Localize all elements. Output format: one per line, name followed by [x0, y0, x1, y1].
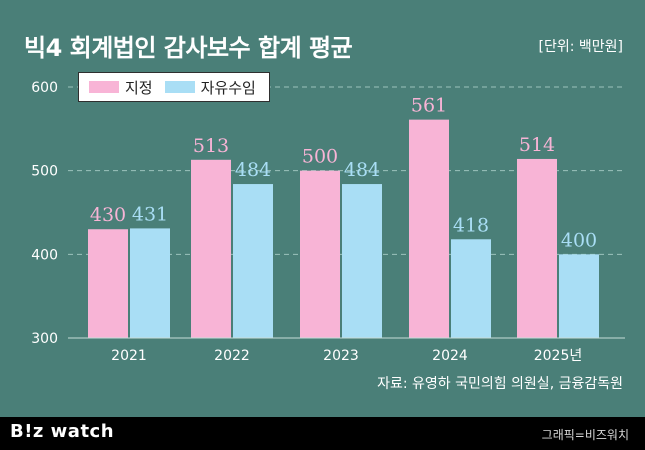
- value-label-designated: 514: [519, 134, 555, 156]
- source-note: 자료: 유영하 국민의힘 의원실, 금융감독원: [377, 376, 623, 392]
- bar-designated: [88, 229, 128, 338]
- bar-free: [130, 228, 170, 338]
- value-label-designated: 513: [193, 135, 229, 157]
- y-tick-label: 400: [31, 247, 58, 263]
- value-label-free: 431: [132, 203, 168, 225]
- value-label-free: 418: [453, 214, 489, 236]
- x-tick-label: 2025년: [534, 348, 583, 364]
- bar-designated: [191, 159, 231, 338]
- legend-label-free: 자유수임: [200, 78, 256, 97]
- legend-swatch-designated: [89, 81, 119, 93]
- legend-label-designated: 지정: [125, 78, 153, 97]
- brand-logo: B!z watch: [10, 421, 115, 442]
- value-label-designated: 500: [302, 146, 338, 168]
- legend-item-free: 자유수임: [164, 77, 256, 98]
- x-tick-label: 2022: [214, 348, 250, 364]
- x-tick-label: 2024: [432, 348, 468, 364]
- bar-free: [559, 254, 599, 338]
- legend-swatch-free: [164, 81, 195, 93]
- bar-designated: [300, 170, 340, 338]
- value-label-free: 484: [235, 159, 271, 181]
- x-tick-label: 2023: [323, 348, 359, 364]
- legend-item-designated: 지정: [89, 77, 153, 98]
- bar-designated: [517, 158, 557, 338]
- legend: 지정 자유수임: [78, 72, 270, 102]
- value-label-designated: 430: [90, 204, 126, 226]
- bar-free: [342, 184, 382, 338]
- y-tick-label: 600: [31, 80, 58, 96]
- bar-free: [451, 239, 491, 338]
- x-tick-label: 2021: [111, 348, 147, 364]
- chart-title: 빅4 회계법인 감사보수 합계 평균: [24, 34, 353, 62]
- bar-free: [233, 184, 273, 338]
- bar-chart: 300 400 500 600 430 431 2021 513 484 2022 500 484 20…: [31, 80, 625, 364]
- graphic-credit: 그래픽=비즈워치: [541, 428, 629, 442]
- y-tick-label: 500: [31, 164, 58, 180]
- value-label-free: 484: [344, 159, 380, 181]
- bar-designated: [409, 119, 449, 338]
- value-label-free: 400: [561, 229, 597, 251]
- unit-label: [단위: 백만원]: [538, 39, 624, 55]
- footer-bar: B!z watch 그래픽=비즈워치: [0, 417, 645, 450]
- y-tick-label: 300: [31, 331, 58, 347]
- value-label-designated: 561: [411, 95, 447, 117]
